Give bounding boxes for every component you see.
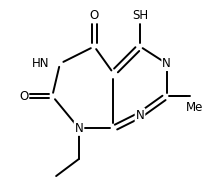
Text: O: O [90, 9, 99, 22]
Text: HN: HN [32, 57, 50, 70]
Text: N: N [75, 122, 83, 135]
Text: N: N [136, 108, 144, 122]
Text: N: N [162, 57, 171, 70]
Text: O: O [19, 89, 28, 103]
Text: Me: Me [186, 101, 203, 114]
Text: SH: SH [132, 9, 148, 22]
